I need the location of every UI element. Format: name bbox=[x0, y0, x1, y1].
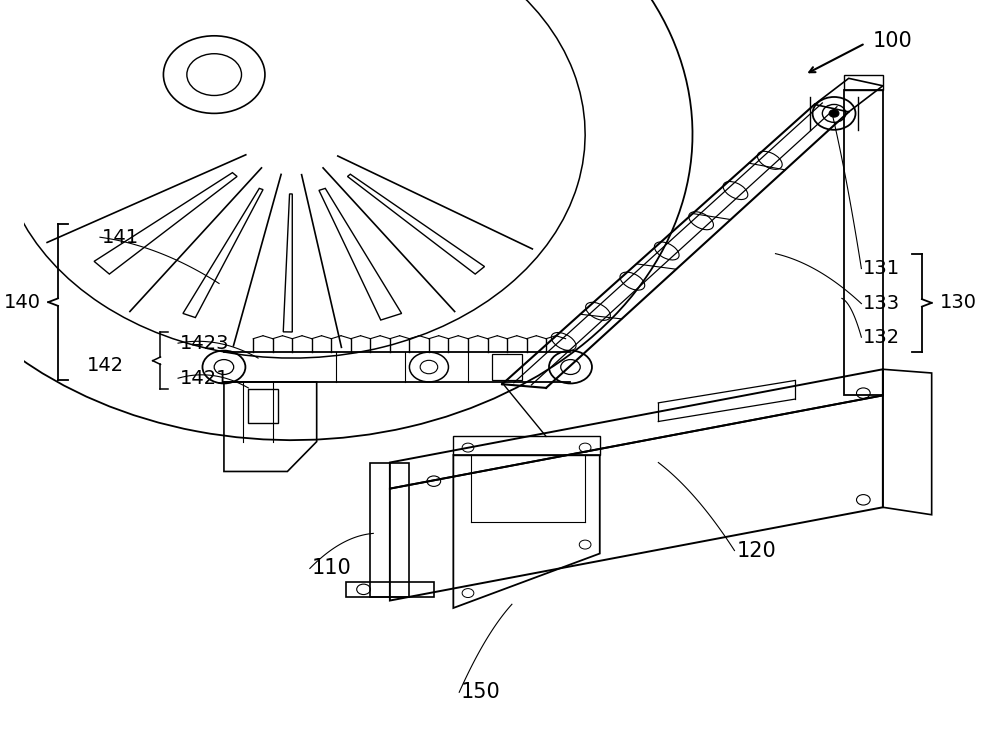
Text: 132: 132 bbox=[863, 327, 900, 347]
Text: 1421: 1421 bbox=[180, 369, 230, 388]
Text: 131: 131 bbox=[863, 259, 900, 278]
Circle shape bbox=[829, 110, 839, 117]
Text: 130: 130 bbox=[939, 293, 976, 313]
Text: 1423: 1423 bbox=[180, 333, 230, 353]
Text: 141: 141 bbox=[102, 228, 139, 247]
Text: 100: 100 bbox=[873, 31, 913, 51]
Text: 120: 120 bbox=[736, 541, 776, 560]
Text: 133: 133 bbox=[863, 294, 900, 313]
Text: 150: 150 bbox=[461, 683, 501, 702]
Text: 140: 140 bbox=[3, 292, 40, 312]
Text: 142: 142 bbox=[87, 356, 124, 375]
Text: 110: 110 bbox=[312, 559, 352, 578]
